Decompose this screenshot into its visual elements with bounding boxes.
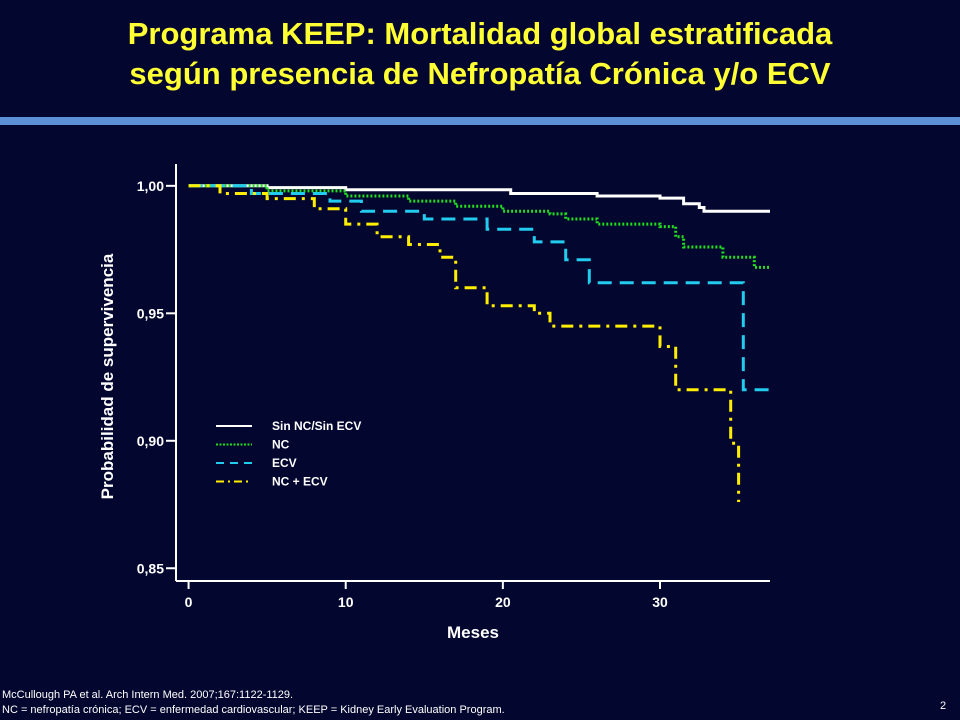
legend-label-1: Sin NC/Sin ECV [272, 419, 361, 433]
legend-label-4: NC + ECV [272, 475, 328, 489]
slide-title: Programa KEEP: Mortalidad global estrati… [0, 14, 960, 94]
x-tick-label: 20 [495, 594, 511, 610]
series-line-1 [188, 184, 770, 213]
legend-label-3: ECV [272, 456, 297, 470]
y-tick-label: 0,90 [137, 433, 164, 449]
x-tick-label: 10 [338, 594, 354, 610]
plot-lines [188, 184, 770, 502]
reference-citation: McCullough PA et al. Arch Intern Med. 20… [2, 689, 294, 701]
legend: Sin NC/Sin ECV NC ECV NC + ECV [216, 419, 361, 489]
x-axis-title: Meses [447, 623, 499, 642]
y-tick-label: 0,85 [137, 560, 164, 576]
slide-title-line-2: según presencia de Nefropatía Crónica y/… [129, 56, 831, 91]
y-axis-title: Probabilidad de supervivencia [98, 253, 117, 499]
series-line-3 [188, 184, 770, 392]
slide-title-line-1: Programa KEEP: Mortalidad global estrati… [127, 16, 833, 51]
axes: 1,00 0,95 0,90 0,85 0 10 20 30 Meses Probabilidad… [98, 164, 770, 642]
x-tick-label: 0 [185, 594, 193, 610]
y-tick-label: 0,95 [137, 305, 164, 321]
y-tick-label: 1,00 [137, 178, 164, 194]
abbreviations-note: NC = nefropatía crónica; ECV = enfermeda… [2, 704, 505, 716]
title-underline-bar [0, 117, 960, 125]
x-tick-label: 30 [652, 594, 668, 610]
legend-label-2: NC [272, 438, 290, 452]
footer: McCullough PA et al. Arch Intern Med. 20… [2, 688, 505, 718]
page-number: 2 [940, 700, 947, 712]
series-line-4 [188, 184, 741, 502]
